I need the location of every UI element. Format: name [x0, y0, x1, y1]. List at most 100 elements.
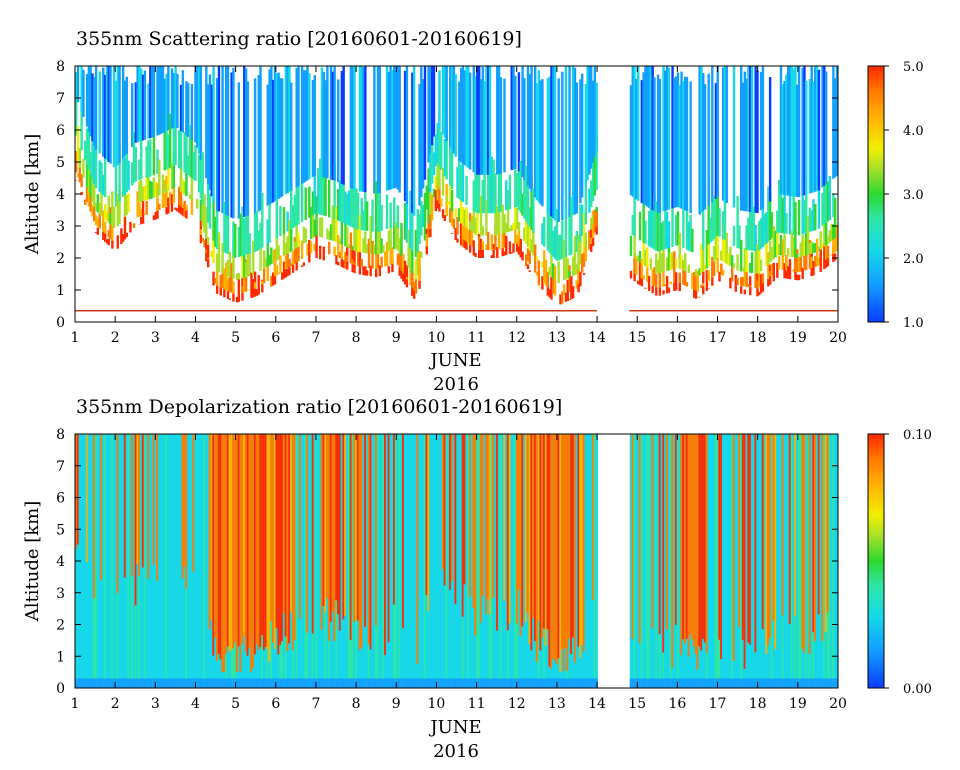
- depolarization-data-cell: [311, 434, 315, 634]
- scattering-data-cell: [199, 229, 203, 236]
- depolarization-data-cell: [308, 434, 311, 688]
- depolarization-data-cell: [631, 678, 634, 688]
- scattering-data-cell: [201, 238, 204, 242]
- scattering-data-cell: [676, 72, 680, 207]
- depolarization-data-cell: [685, 678, 689, 688]
- scattering-data-cell: [815, 66, 819, 192]
- depolarization-data-cell: [496, 678, 499, 688]
- scattering-data-cell: [223, 268, 226, 290]
- depolarization-data-cell: [252, 678, 255, 688]
- scattering-data-cell: [711, 256, 714, 278]
- depolarization-colorbar-label: 0.10: [903, 428, 932, 443]
- depolarization-data-cell: [75, 434, 78, 550]
- depolarization-data-cell: [346, 678, 349, 688]
- depolarization-data-cell: [403, 678, 407, 688]
- scattering-data-cell: [694, 275, 698, 291]
- scattering-data-cell: [190, 83, 194, 140]
- depolarization-data-cell: [288, 678, 291, 688]
- depolarization-data-cell: [709, 434, 712, 688]
- scattering-data-cell: [98, 160, 101, 192]
- depolarization-xtick-label: 10: [428, 696, 446, 712]
- depolarization-data-cell: [810, 678, 813, 688]
- depolarization-data-cell: [273, 434, 277, 649]
- scattering-data-cell: [673, 282, 676, 292]
- scattering-data-cell: [380, 204, 383, 231]
- depolarization-data-cell: [806, 434, 810, 688]
- depolarization-data-cell: [152, 434, 156, 566]
- scattering-data-cell: [185, 204, 188, 211]
- depolarization-data-cell: [702, 434, 705, 639]
- scattering-data-cell: [80, 191, 83, 196]
- depolarization-data-cell: [178, 434, 181, 688]
- scattering-data-cell: [548, 76, 551, 215]
- scattering-data-cell: [450, 135, 454, 189]
- scattering-data-cell: [691, 273, 694, 290]
- depolarization-data-cell: [680, 678, 683, 688]
- scattering-data-cell: [833, 253, 837, 261]
- depolarization-data-cell: [409, 434, 412, 688]
- scattering-data-cell: [521, 251, 524, 261]
- scattering-data-cell: [228, 298, 232, 300]
- scattering-data-cell: [149, 139, 152, 177]
- depolarization-data-cell: [814, 434, 817, 642]
- scattering-data-cell: [776, 210, 779, 234]
- scattering-data-cell: [667, 236, 671, 271]
- scattering-xlabel: JUNE: [428, 350, 481, 371]
- depolarization-data-cell: [275, 678, 278, 688]
- scattering-data-cell: [440, 198, 443, 207]
- depolarization-data-cell: [367, 434, 371, 644]
- depolarization-data-cell: [259, 678, 262, 688]
- depolarization-data-cell: [432, 678, 436, 688]
- scattering-data-cell: [322, 159, 325, 216]
- depolarization-data-cell: [730, 678, 734, 688]
- depolarization-data-cell: [291, 678, 295, 688]
- scattering-data-cell: [318, 217, 322, 237]
- scattering-data-cell: [631, 214, 634, 236]
- depolarization-data-cell: [528, 434, 531, 644]
- scattering-data-cell: [514, 169, 517, 208]
- scattering-data-cell: [400, 222, 403, 257]
- depolarization-data-cell: [635, 678, 638, 688]
- depolarization-data-cell: [505, 678, 508, 688]
- scattering-data-cell: [369, 215, 372, 254]
- scattering-data-cell: [414, 259, 418, 280]
- scattering-data-cell: [427, 66, 430, 163]
- depolarization-data-cell: [669, 678, 672, 688]
- scattering-data-cell: [450, 197, 454, 226]
- depolarization-data-cell: [718, 678, 721, 688]
- depolarization-data-cell: [347, 434, 351, 688]
- scattering-data-cell: [338, 239, 342, 244]
- scattering-data-cell: [282, 226, 286, 257]
- depolarization-data-cell: [797, 678, 801, 688]
- depolarization-data-cell: [118, 678, 121, 688]
- scattering-data-cell: [297, 232, 300, 247]
- scattering-data-cell: [82, 159, 85, 178]
- scattering-data-cell: [131, 162, 134, 186]
- scattering-data-cell: [102, 174, 105, 196]
- depolarization-data-cell: [797, 434, 801, 688]
- scattering-data-cell: [76, 173, 80, 178]
- scattering-data-cell: [727, 253, 730, 265]
- depolarization-data-cell: [176, 434, 179, 688]
- depolarization-colorbar: [867, 433, 885, 689]
- scattering-data-cell: [257, 75, 260, 212]
- scattering-data-cell: [591, 231, 595, 247]
- depolarization-ytick-label: 2: [56, 618, 65, 634]
- scattering-data-cell: [515, 173, 519, 207]
- scattering-data-cell: [535, 271, 539, 276]
- scattering-data-cell: [252, 278, 255, 298]
- scattering-xtick-label: 6: [271, 330, 280, 346]
- depolarization-data-cell: [111, 434, 114, 688]
- scattering-data-cell: [824, 71, 828, 185]
- depolarization-data-cell: [136, 434, 139, 565]
- scattering-data-cell: [553, 66, 557, 221]
- scattering-data-cell: [826, 235, 830, 244]
- scattering-data-cell: [823, 215, 826, 247]
- depolarization-data-cell: [273, 678, 277, 688]
- depolarization-data-cell: [156, 678, 159, 688]
- scattering-data-cell: [243, 269, 246, 293]
- scattering-data-cell: [561, 220, 564, 259]
- scattering-data-cell: [297, 240, 300, 262]
- scattering-data-cell: [450, 190, 454, 212]
- scattering-data-cell: [405, 277, 409, 280]
